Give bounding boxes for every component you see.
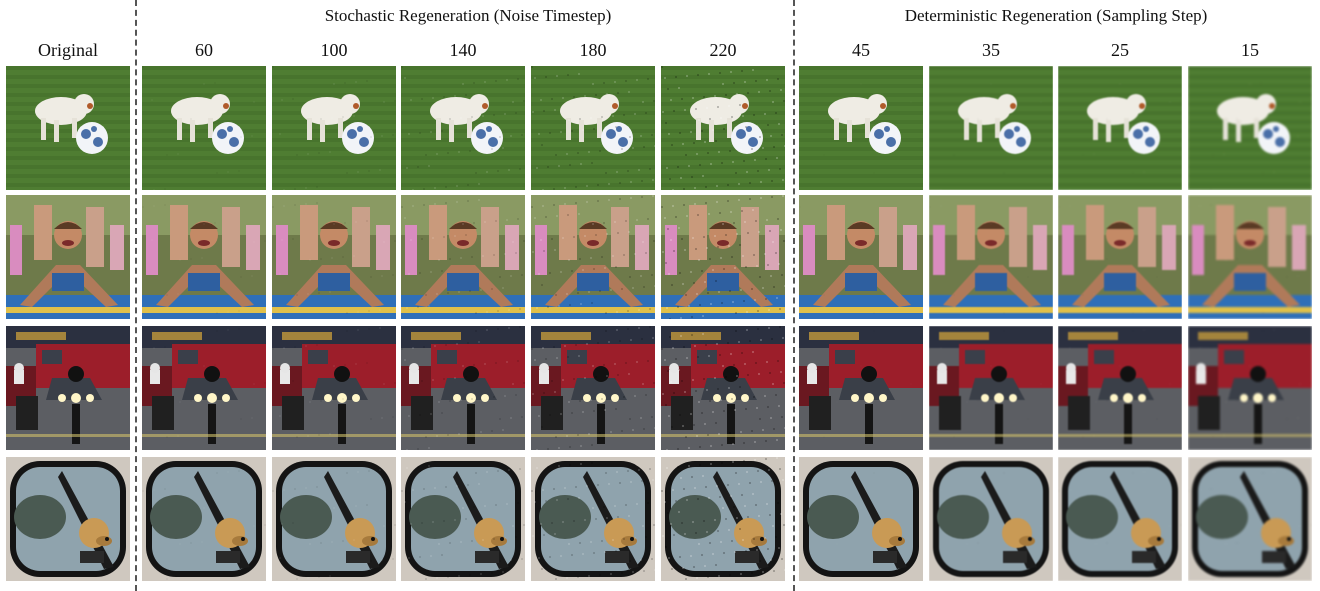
column-label-1: 60 xyxy=(195,40,213,60)
column-label-7: 35 xyxy=(982,40,1000,60)
thumbnail-dog-in-car-side-mirror-col-6 xyxy=(799,457,923,581)
column-label-0: Original xyxy=(38,40,98,60)
thumbnail-boy-on-slip-and-slide-col-8 xyxy=(1058,195,1182,319)
thumbnail-boy-on-slip-and-slide-col-4 xyxy=(531,195,655,319)
thumbnail-police-motorcycle-parade-col-0 xyxy=(6,326,130,450)
thumbnail-boy-on-slip-and-slide-col-1 xyxy=(142,195,266,319)
thumbnail-dog-in-car-side-mirror-col-7 xyxy=(929,457,1053,581)
thumbnail-police-motorcycle-parade-col-9 xyxy=(1188,326,1312,450)
thumbnail-police-motorcycle-parade-col-6 xyxy=(799,326,923,450)
column-label-4: 180 xyxy=(579,40,607,60)
deterministic-title: Deterministic Regeneration (Sampling Ste… xyxy=(904,6,1208,25)
thumbnail-boy-on-slip-and-slide-col-2 xyxy=(272,195,396,319)
thumbnail-dog-in-car-side-mirror-col-1 xyxy=(142,457,266,581)
thumbnail-dog-with-soccer-ball-col-8 xyxy=(1058,66,1182,190)
thumbnail-dog-with-soccer-ball-col-1 xyxy=(142,66,266,190)
thumbnail-dog-with-soccer-ball-col-4 xyxy=(531,66,655,190)
thumbnail-police-motorcycle-parade-col-4 xyxy=(531,326,655,450)
thumbnail-police-motorcycle-parade-col-3 xyxy=(401,326,525,450)
thumbnail-dog-with-soccer-ball-col-6 xyxy=(799,66,923,190)
thumbnail-dog-with-soccer-ball-col-9 xyxy=(1188,66,1312,190)
thumbnail-dog-with-soccer-ball-col-5 xyxy=(661,66,785,190)
thumbnail-boy-on-slip-and-slide-col-6 xyxy=(799,195,923,319)
thumbnail-dog-in-car-side-mirror-col-5 xyxy=(661,457,785,581)
thumbnail-dog-in-car-side-mirror-col-0 xyxy=(6,457,130,581)
thumbnail-dog-in-car-side-mirror-col-2 xyxy=(272,457,396,581)
column-label-9: 15 xyxy=(1241,40,1259,60)
thumbnail-dog-in-car-side-mirror-col-8 xyxy=(1058,457,1182,581)
column-label-3: 140 xyxy=(449,40,477,60)
thumbnail-boy-on-slip-and-slide-col-9 xyxy=(1188,195,1312,319)
divider-right xyxy=(793,0,795,591)
thumbnail-police-motorcycle-parade-col-7 xyxy=(929,326,1053,450)
column-label-2: 100 xyxy=(320,40,348,60)
thumbnail-boy-on-slip-and-slide-col-7 xyxy=(929,195,1053,319)
thumbnail-dog-with-soccer-ball-col-3 xyxy=(401,66,525,190)
thumbnail-boy-on-slip-and-slide-col-0 xyxy=(6,195,130,319)
thumbnail-dog-in-car-side-mirror-col-9 xyxy=(1188,457,1312,581)
column-label-6: 45 xyxy=(852,40,870,60)
column-label-5: 220 xyxy=(709,40,737,60)
column-label-8: 25 xyxy=(1111,40,1129,60)
thumbnail-police-motorcycle-parade-col-5 xyxy=(661,326,785,450)
thumbnail-dog-with-soccer-ball-col-0 xyxy=(6,66,130,190)
divider-left xyxy=(135,0,137,591)
stochastic-title: Stochastic Regeneration (Noise Timestep) xyxy=(324,6,612,25)
thumbnail-dog-in-car-side-mirror-col-3 xyxy=(401,457,525,581)
thumbnail-dog-with-soccer-ball-col-7 xyxy=(929,66,1053,190)
thumbnail-boy-on-slip-and-slide-col-3 xyxy=(401,195,525,319)
thumbnail-dog-in-car-side-mirror-col-4 xyxy=(531,457,655,581)
thumbnail-police-motorcycle-parade-col-8 xyxy=(1058,326,1182,450)
thumbnail-dog-with-soccer-ball-col-2 xyxy=(272,66,396,190)
thumbnail-police-motorcycle-parade-col-2 xyxy=(272,326,396,450)
thumbnail-boy-on-slip-and-slide-col-5 xyxy=(661,195,785,319)
thumbnail-police-motorcycle-parade-col-1 xyxy=(142,326,266,450)
